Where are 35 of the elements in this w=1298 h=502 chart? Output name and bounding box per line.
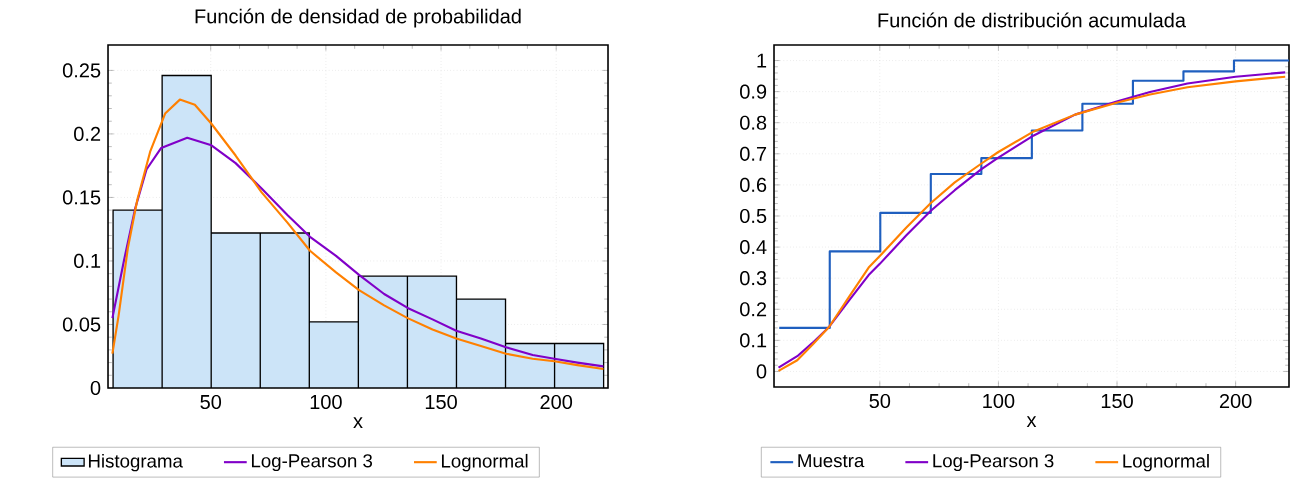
y-tick-label: 0.25 bbox=[62, 63, 101, 78]
y-tick-label: 0.1 bbox=[74, 253, 101, 269]
y-tick-label: 0.15 bbox=[62, 190, 101, 205]
y-tick-label: 0.9 bbox=[740, 84, 767, 99]
x-tick-label: 150 bbox=[425, 394, 457, 410]
chart-title: Función de densidad de probabilidad bbox=[195, 8, 521, 28]
y-tick-label: 1 bbox=[757, 53, 767, 68]
x-tick-label: 100 bbox=[983, 393, 1015, 409]
y-tick-label: 0.3 bbox=[740, 271, 767, 286]
legend-label: Log-Pearson 3 bbox=[933, 454, 1054, 472]
y-tick-label: 0.6 bbox=[740, 177, 767, 192]
chart-title: Función de distribución acumulada bbox=[878, 12, 1186, 28]
x-axis-title: x bbox=[1026, 416, 1037, 427]
x-tick-label: 200 bbox=[540, 394, 573, 410]
legend-label: Lognormal bbox=[441, 453, 528, 472]
y-tick-label: 0.05 bbox=[62, 317, 101, 332]
y-tick-label: 0.4 bbox=[740, 239, 767, 255]
y-tick-label: 0.7 bbox=[740, 146, 767, 161]
y-tick-label: 0.8 bbox=[740, 115, 767, 130]
legend-label: Lognormal bbox=[1123, 453, 1209, 472]
legend-label: Histograma bbox=[88, 453, 183, 472]
legend-label: Log-Pearson 3 bbox=[251, 454, 373, 472]
y-tick-label: 0.2 bbox=[74, 126, 101, 141]
y-tick-label: 0.1 bbox=[740, 333, 767, 348]
x-tick-label: 50 bbox=[869, 393, 891, 409]
y-tick-label: 0 bbox=[90, 380, 101, 396]
y-tick-label: 0.5 bbox=[740, 208, 767, 224]
x-tick-label: 50 bbox=[200, 394, 222, 410]
x-tick-label: 100 bbox=[310, 394, 342, 410]
x-axis-title: x bbox=[353, 417, 363, 428]
y-tick-label: 0 bbox=[756, 364, 767, 379]
x-tick-label: 200 bbox=[1219, 393, 1252, 409]
legend-label: Muestra bbox=[798, 454, 865, 468]
y-tick-label: 0.2 bbox=[740, 302, 767, 317]
x-tick-label: 150 bbox=[1101, 393, 1133, 409]
